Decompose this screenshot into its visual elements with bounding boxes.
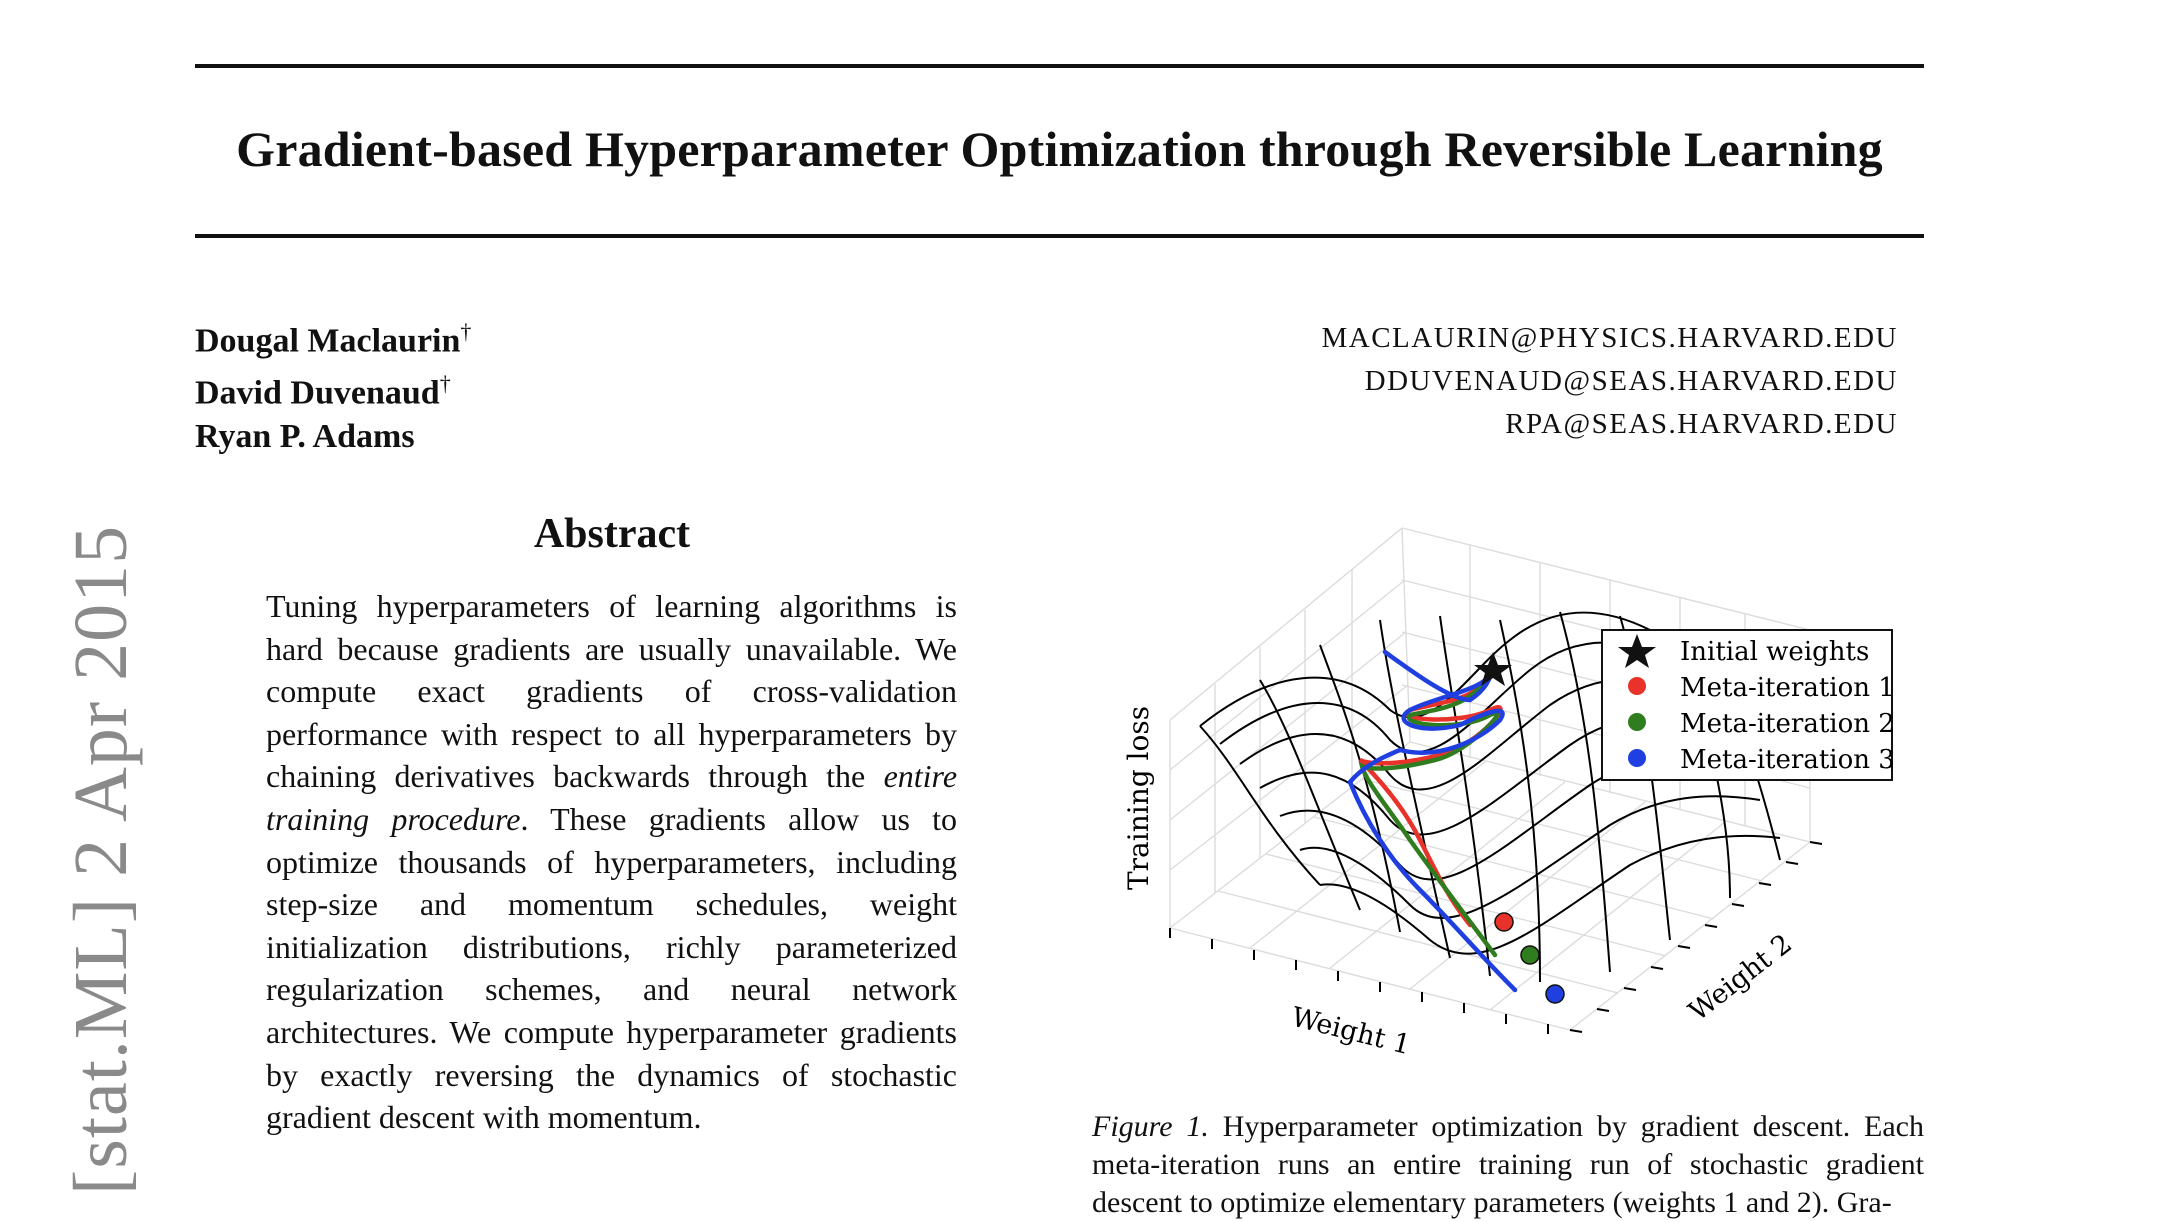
legend-label-initial: Initial weights <box>1680 637 1869 667</box>
meta-iteration-3-end <box>1545 984 1565 1004</box>
arxiv-stamp: [stat.ML] 2 Apr 2015 <box>59 524 143 1195</box>
author-3: Ryan P. Adams <box>195 417 415 455</box>
legend-label-meta-3: Meta-iteration 3 <box>1680 745 1895 775</box>
zlabel: Training loss <box>1122 706 1155 890</box>
paper-title: Gradient-based Hyperparameter Optimizati… <box>236 121 1883 177</box>
ylabel: Weight 2 <box>1683 928 1798 1027</box>
legend: Initial weights Meta-iteration 1 Meta-it… <box>1601 629 1895 781</box>
title-bottom-rule <box>195 234 1924 238</box>
abstract-body: Tuning hyperparameters of learning algor… <box>266 588 958 1136</box>
abstract-heading: Abstract <box>533 511 691 557</box>
author-list: Dougal Maclaurin† David Duvenaud† Ryan P… <box>195 310 471 458</box>
author-2: David Duvenaud† <box>195 371 451 412</box>
initial-weights-star <box>1474 652 1512 686</box>
email-2[interactable]: DDUVENAUD@SEAS.HARVARD.EDU <box>1364 365 1898 397</box>
legend-star-icon <box>1618 634 1656 668</box>
email-1[interactable]: MACLAURIN@PHYSICS.HARVARD.EDU <box>1321 322 1898 354</box>
meta-iteration-1-end <box>1494 912 1514 932</box>
email-list: MACLAURIN@PHYSICS.HARVARD.EDU DDUVENAUD@… <box>1321 317 1898 446</box>
top-rule <box>195 64 1924 68</box>
legend-blue-dot <box>1628 749 1646 767</box>
endpoint-markers <box>1494 912 1565 1004</box>
axis-ticks <box>1169 841 1823 1034</box>
author-1: Dougal Maclaurin† <box>195 319 472 360</box>
legend-label-meta-1: Meta-iteration 1 <box>1680 673 1895 703</box>
meta-iteration-2-end <box>1520 945 1540 965</box>
legend-label-meta-2: Meta-iteration 2 <box>1680 709 1895 739</box>
legend-red-dot <box>1628 677 1646 695</box>
email-3[interactable]: RPA@SEAS.HARVARD.EDU <box>1505 408 1898 440</box>
legend-green-dot <box>1628 713 1646 731</box>
loss-surface-plot: Training loss Weight 1 Weight 2 Initial … <box>1122 527 1895 1061</box>
figure-caption: Figure 1. Hyperparameter optimization by… <box>1092 1110 1924 1219</box>
meta-iteration-2-path <box>1358 665 1500 958</box>
meta-iteration-3-path <box>1347 649 1518 993</box>
figure-label: Figure 1. <box>1092 1110 1209 1143</box>
xlabel: Weight 1 <box>1288 1002 1413 1061</box>
optimization-paths <box>1347 649 1518 993</box>
